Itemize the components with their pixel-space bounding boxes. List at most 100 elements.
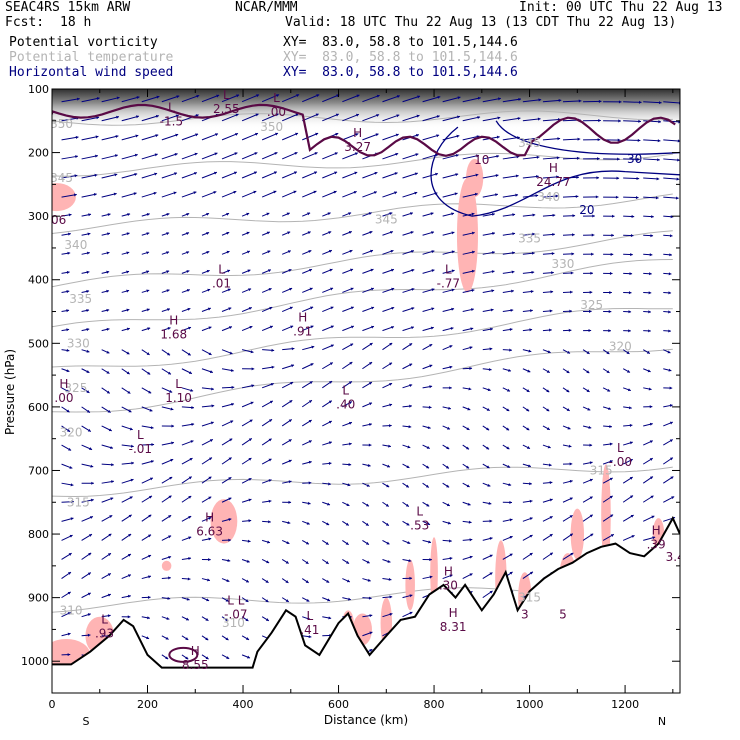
wind-vector-head — [590, 533, 594, 537]
wind-vector-head — [327, 212, 331, 216]
wind-vector — [442, 115, 461, 122]
wind-vector — [362, 114, 380, 122]
wind-vector-head — [536, 174, 539, 179]
y-tick-label: 400 — [28, 274, 49, 287]
wind-vector-head — [286, 212, 290, 216]
wind-vector — [442, 96, 461, 103]
wind-vector-head — [346, 503, 350, 506]
wind-vector-head — [246, 231, 250, 235]
wind-vector-head — [207, 288, 211, 292]
wind-vector-head — [649, 440, 653, 444]
wind-vector-head — [551, 271, 554, 275]
wind-vector-head — [247, 539, 251, 543]
wind-vector-head — [208, 476, 212, 480]
wind-vector-head — [446, 446, 450, 450]
wind-vector-head — [491, 289, 495, 293]
wind-vector-head — [308, 250, 312, 253]
wind-vector-head — [208, 352, 212, 355]
wind-vector-head — [329, 381, 333, 384]
wind-vector-head — [497, 116, 501, 120]
x-tick-label: 600 — [328, 698, 349, 711]
wind-vector-head — [186, 270, 190, 274]
wind-vector-head — [370, 249, 373, 253]
wind-vector-head — [310, 325, 314, 329]
wind-vector-head — [407, 445, 411, 449]
fcst-value: 18 h — [60, 15, 92, 30]
wind-vector-head — [675, 196, 679, 200]
wind-vector — [522, 175, 539, 179]
wind-vector-head — [253, 171, 257, 175]
wind-vector — [402, 95, 421, 103]
wind-vector-head — [335, 113, 339, 117]
wind-vector-head — [169, 389, 173, 393]
wind-vector-head — [569, 479, 573, 483]
wind-vector-head — [451, 307, 455, 311]
wind-vector-head — [486, 408, 490, 411]
wind-vector — [362, 133, 379, 141]
wind-vector — [221, 113, 239, 122]
wind-vector-head — [518, 97, 522, 101]
wind-vector-head — [167, 327, 171, 330]
pv-extremum-value: -1.5 — [160, 115, 183, 129]
wind-vector-head — [127, 594, 131, 598]
wind-vector — [181, 94, 200, 103]
wind-vector-head — [309, 268, 312, 272]
wind-vector — [302, 132, 319, 141]
wind-vector-head — [669, 457, 673, 461]
wind-vector-head — [107, 213, 111, 217]
wind-vector-head — [187, 307, 191, 311]
wind-vector-head — [267, 250, 271, 254]
wind-vector-head — [617, 138, 621, 142]
theta-contour — [52, 230, 673, 288]
wind-vector-head — [577, 137, 581, 141]
wind-vector-head — [134, 172, 138, 176]
wind-vector — [81, 155, 98, 160]
wind-vector-head — [289, 306, 293, 310]
wind-vector-head — [148, 575, 151, 579]
wind-vector-head — [285, 560, 289, 564]
pv-extremum-marker: L — [273, 91, 280, 105]
wind-vector-head — [248, 288, 252, 292]
wind-vector-head — [325, 541, 329, 545]
wind-vector-head — [509, 518, 513, 522]
wind-vector-head — [248, 519, 252, 523]
wind-vector-head — [286, 541, 290, 544]
pv-extremum-marker: H — [191, 644, 200, 658]
wind-vector-head — [271, 348, 275, 352]
wind-vector-head — [426, 465, 430, 469]
wind-vector-head — [386, 484, 390, 488]
pv-contour — [52, 103, 676, 157]
wind-vector — [382, 153, 399, 160]
x-tick-label: 1200 — [611, 698, 639, 711]
wind-vector-head — [405, 484, 409, 488]
wind-vector-head — [576, 175, 579, 179]
wind-vector-head — [609, 442, 613, 446]
field-theta-name: Potential temperature — [9, 50, 174, 65]
wind-vector-head — [468, 387, 472, 391]
wind-vector-head — [206, 231, 210, 235]
wind-vector-head — [490, 308, 494, 312]
pv-shaded-region — [466, 158, 484, 198]
wind-vector — [422, 173, 439, 179]
wind-vector-head — [657, 158, 660, 162]
wind-vector-head — [191, 405, 194, 410]
wind-vector-head — [471, 269, 475, 273]
wind-vector — [101, 96, 120, 103]
wind-vector-head — [431, 288, 435, 292]
wind-vector — [342, 152, 358, 160]
wind-vector-head — [651, 215, 654, 219]
wind-vector-head — [229, 438, 233, 442]
wind-vector-head — [498, 97, 501, 101]
wind-vector-head — [127, 615, 131, 619]
wind-vector — [643, 139, 661, 142]
wind-vector-head — [273, 171, 277, 175]
wind-vector — [562, 138, 581, 141]
wind-vector-head — [126, 251, 130, 255]
wind-vector-head — [88, 534, 92, 537]
wind-vector-head — [154, 172, 158, 176]
wind-vector-head — [254, 132, 258, 136]
wind-vector-head — [618, 100, 622, 104]
wind-vector-head — [549, 481, 553, 485]
pv-extremum-marker: H — [444, 565, 453, 579]
